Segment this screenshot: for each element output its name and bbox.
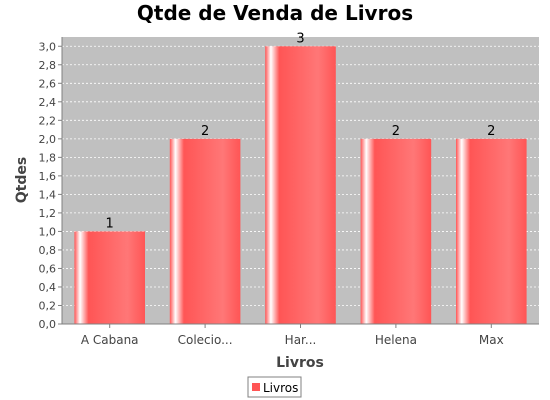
bar <box>456 138 527 324</box>
data-label: 2 <box>487 124 495 139</box>
y-tick-label: 2,4 <box>39 96 57 109</box>
y-tick-label: 1,6 <box>39 170 57 183</box>
x-tick-label: A Cabana <box>81 333 139 347</box>
bar <box>360 138 432 324</box>
x-tick-label: Colecio... <box>178 333 233 347</box>
y-tick-label: 2,6 <box>39 77 57 90</box>
data-label: 2 <box>392 124 400 139</box>
y-tick-label: 0,6 <box>39 262 57 275</box>
x-tick-label: Max <box>479 333 504 347</box>
y-tick-label: 2,2 <box>39 114 57 127</box>
chart-title: Qtde de Venda de Livros <box>137 1 413 25</box>
data-labels: 1 2 3 2 2 <box>106 31 496 231</box>
y-tick-label: 3,0 <box>39 40 57 53</box>
y-tick-label: 2,0 <box>39 133 57 146</box>
legend-box <box>247 376 302 398</box>
bar <box>74 231 145 324</box>
bar <box>265 46 336 325</box>
y-axis-ticks: 0,0 0,2 0,4 0,6 0,8 1,0 1,2 1,4 1,6 1,8 2,0 2,2 2,4 2… <box>39 40 62 331</box>
y-tick-label: 0,8 <box>39 244 57 257</box>
data-label: 1 <box>106 216 114 231</box>
data-label: 3 <box>296 31 304 46</box>
y-tick-label: 1,0 <box>39 225 57 238</box>
x-tick-label: Helena <box>375 333 417 347</box>
bar <box>169 138 241 324</box>
y-tick-label: 1,4 <box>39 188 57 201</box>
bars <box>74 46 527 325</box>
y-tick-label: 0,4 <box>39 281 57 294</box>
x-tick-label: Har... <box>285 333 317 347</box>
y-tick-label: 0,2 <box>39 299 57 312</box>
y-tick-label: 1,8 <box>39 151 57 164</box>
data-label: 2 <box>201 124 209 139</box>
legend: Livros <box>247 376 302 398</box>
y-tick-label: 0,0 <box>39 318 57 331</box>
y-axis-title: Qtdes <box>14 157 30 203</box>
legend-swatch <box>252 383 260 391</box>
x-axis-title: Livros <box>276 355 324 371</box>
x-axis-ticks: A Cabana Colecio... Har... Helena Max <box>81 324 504 347</box>
y-tick-label: 2,8 <box>39 59 57 72</box>
legend-label: Livros <box>263 381 298 395</box>
y-tick-label: 1,2 <box>39 207 57 220</box>
